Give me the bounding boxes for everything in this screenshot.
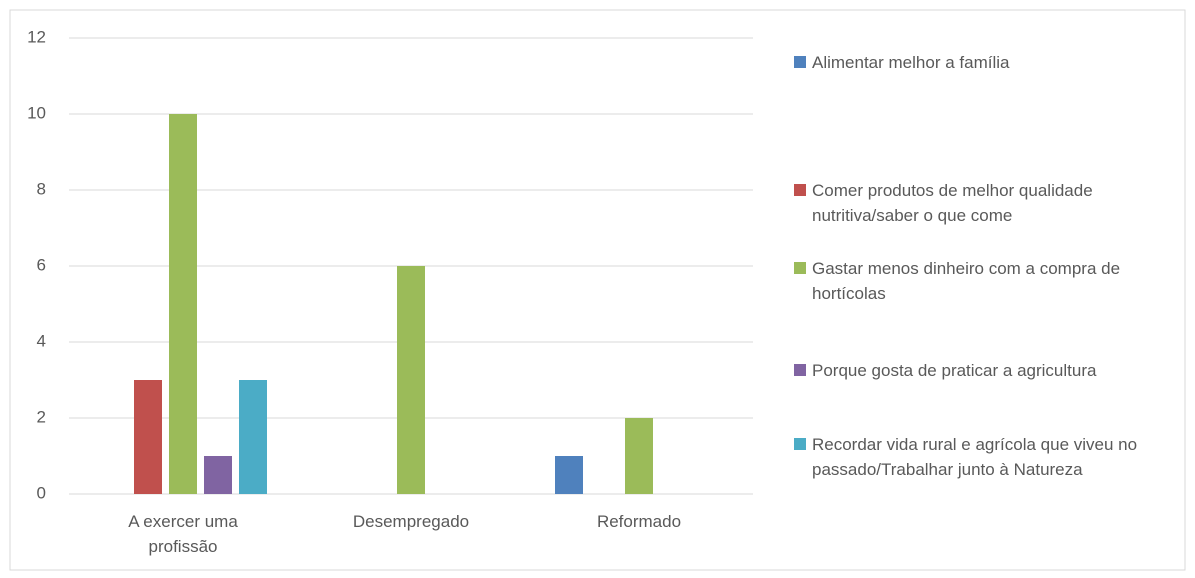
legend-label: Recordar vida rural e agrícola que viveu… [812, 435, 1138, 479]
legend-label: Comer produtos de melhor qualidade nutri… [812, 181, 1093, 225]
y-tick-label: 4 [37, 331, 46, 350]
legend-entry: Gastar menos dinheiro com a compra de ho… [794, 256, 1182, 306]
legend-entry: Porque gosta de praticar a agricultura [794, 358, 1182, 383]
bar [134, 380, 162, 494]
legend-label: Alimentar melhor a família [812, 53, 1010, 72]
y-tick-label: 0 [37, 483, 46, 502]
legend-entry: Comer produtos de melhor qualidade nutri… [794, 178, 1182, 228]
x-tick-label: A exercer uma profissão [128, 512, 238, 556]
y-tick-label: 6 [37, 255, 46, 274]
bar [555, 456, 583, 494]
legend-label: Gastar menos dinheiro com a compra de ho… [812, 259, 1121, 303]
bar [239, 380, 267, 494]
chart-border [9, 9, 1186, 571]
legend-swatch [794, 184, 806, 196]
y-tick-label: 8 [37, 179, 46, 198]
legend-swatch [794, 56, 806, 68]
bar [625, 418, 653, 494]
legend-swatch [794, 438, 806, 450]
legend-entry: Alimentar melhor a família [794, 50, 1182, 75]
y-tick-label: 10 [27, 103, 46, 122]
x-tick-label: Reformado [596, 512, 682, 531]
y-tick-label: 2 [37, 407, 46, 426]
legend-label: Porque gosta de praticar a agricultura [812, 361, 1097, 380]
bar [169, 114, 197, 494]
bar [204, 456, 232, 494]
bar [397, 266, 425, 494]
legend-swatch [794, 364, 806, 376]
y-tick-label: 12 [27, 27, 46, 46]
legend-entry: Recordar vida rural e agrícola que viveu… [794, 432, 1182, 482]
x-tick-label: Desempregado [352, 512, 470, 531]
legend-swatch [794, 262, 806, 274]
